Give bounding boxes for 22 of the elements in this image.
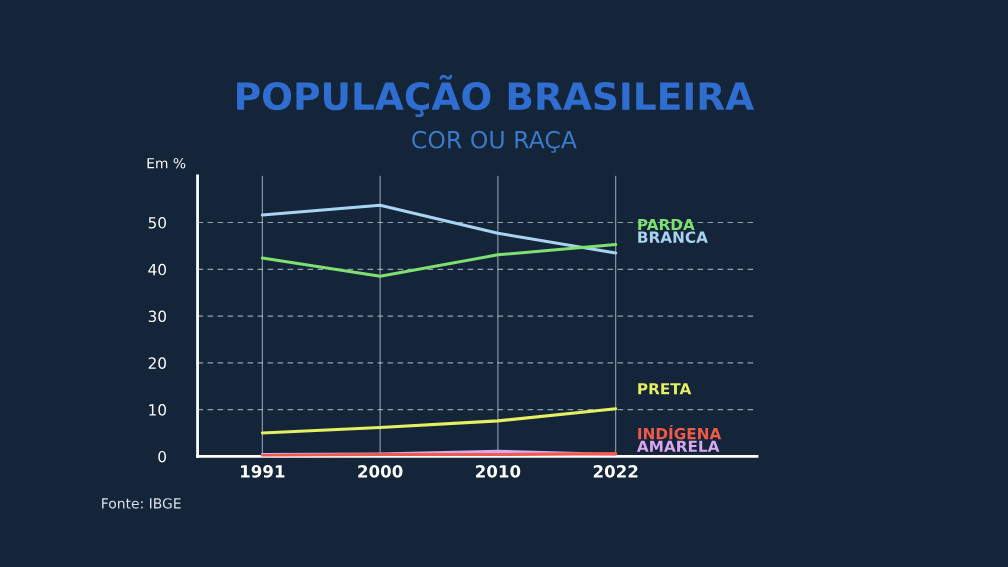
line-series — [260, 203, 618, 255]
y-tick-label: 10 — [149, 404, 166, 416]
series-label: INDÍGENA — [638, 425, 722, 440]
series-label: BRANCA — [638, 231, 708, 243]
x-tick-label: 2000 — [358, 465, 403, 478]
y-tick-label: 30 — [148, 310, 166, 323]
y-tick-label: 0 — [158, 450, 166, 463]
series-label: PARDA — [638, 218, 695, 231]
line-series — [260, 407, 618, 435]
x-tick-label: 2010 — [476, 465, 521, 478]
chart-title: POPULAÇÃO BRASILEIRA — [237, 74, 754, 118]
y-axis-title: Em % — [147, 157, 186, 169]
series-label: PRETA — [638, 383, 692, 395]
x-tick-label: 1991 — [241, 465, 285, 478]
y-tick-label: 50 — [148, 217, 166, 229]
y-tick-label: 20 — [148, 357, 166, 369]
x-tick-label: 2022 — [593, 465, 638, 478]
y-tick-label: 40 — [148, 263, 166, 276]
series-label: AMARELA — [636, 440, 720, 452]
line-series — [260, 243, 618, 278]
chart-subtitle: COR OU RAÇA — [412, 130, 577, 153]
source-note: Fonte: IBGE — [102, 498, 181, 509]
